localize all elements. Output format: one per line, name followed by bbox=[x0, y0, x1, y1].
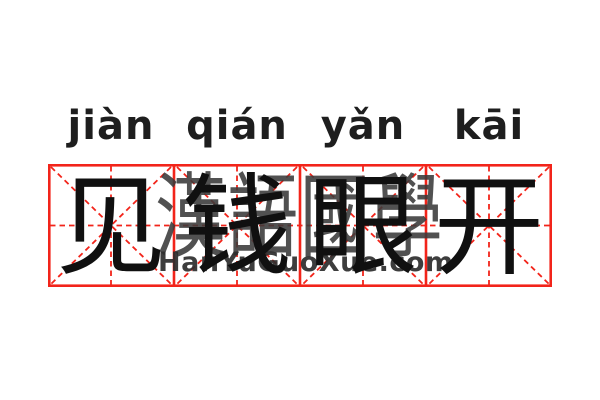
pinyin-syllable-1: jiàn bbox=[67, 103, 155, 149]
idiom-character-1: 见 bbox=[56, 167, 166, 289]
idiom-character-2: 钱 bbox=[182, 167, 292, 289]
pinyin-syllable-3: yǎn bbox=[320, 103, 406, 149]
idiom-character-3: 眼 bbox=[308, 167, 418, 289]
idiom-character-4: 开 bbox=[434, 167, 544, 289]
pinyin-syllable-4: kāi bbox=[453, 103, 525, 149]
watermark-cjk-text: 漢語國學 bbox=[155, 167, 445, 269]
tianzige-grid bbox=[48, 164, 552, 287]
watermark-site-url: HanYuGuoXue.com bbox=[158, 247, 454, 278]
pinyin-syllable-2: qián bbox=[186, 103, 288, 149]
